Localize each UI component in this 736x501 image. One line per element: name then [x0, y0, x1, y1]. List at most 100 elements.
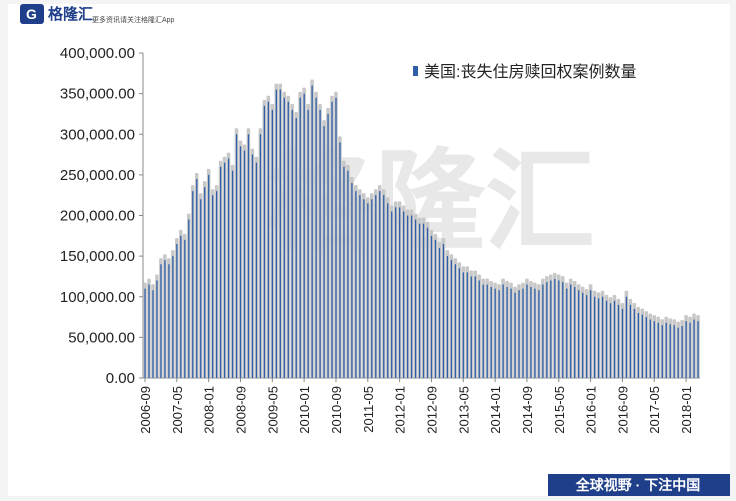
- bar: [414, 219, 417, 378]
- bar: [605, 300, 608, 378]
- bar: [216, 191, 218, 378]
- bar: [617, 304, 620, 378]
- x-tick-label: 2007-05: [170, 386, 185, 434]
- bar: [466, 272, 468, 378]
- bar: [223, 162, 226, 378]
- bar: [597, 298, 600, 378]
- x-tick-label: 2017-05: [647, 386, 662, 434]
- bar: [582, 292, 584, 378]
- bar: [283, 97, 285, 378]
- bar: [546, 282, 548, 378]
- bar: [196, 178, 198, 378]
- bar: [530, 287, 532, 378]
- y-tick-label: 50,000.00: [68, 329, 135, 346]
- bar: [395, 207, 397, 378]
- bar: [410, 215, 413, 378]
- bar: [438, 248, 441, 378]
- y-tick-label: 100,000.00: [60, 289, 135, 306]
- bar: [629, 304, 632, 378]
- bar: [311, 85, 313, 378]
- bar: [402, 211, 405, 378]
- legend-label: 美国:丧失住房赎回权案例数量: [424, 63, 636, 81]
- x-tick-label: 2008-01: [202, 386, 217, 434]
- y-tick-label: 150,000.00: [60, 248, 135, 265]
- bar: [494, 288, 496, 378]
- bar: [601, 296, 604, 378]
- bar: [430, 235, 433, 378]
- bar: [625, 296, 628, 378]
- bar: [434, 239, 437, 378]
- bar: [454, 264, 457, 378]
- bar: [176, 243, 178, 378]
- bar: [367, 203, 369, 378]
- bar: [267, 101, 270, 378]
- bar: [510, 288, 512, 378]
- bar: [351, 183, 353, 378]
- bar: [482, 284, 484, 378]
- bar: [152, 290, 154, 378]
- bar: [542, 284, 544, 378]
- bar: [450, 260, 453, 378]
- bar: [574, 287, 576, 378]
- bar: [554, 278, 556, 378]
- x-tick-label: 2006-09: [138, 386, 153, 434]
- bar: [538, 290, 540, 378]
- bar: [458, 268, 460, 378]
- bar: [514, 292, 516, 378]
- x-tick-label: 2010-09: [329, 386, 344, 434]
- bar: [295, 118, 297, 378]
- bar: [192, 191, 194, 378]
- bar: [327, 113, 329, 378]
- bar: [160, 264, 162, 378]
- y-tick-label: 200,000.00: [60, 208, 135, 225]
- bar: [188, 219, 190, 378]
- bar: [566, 288, 568, 378]
- legend-swatch: [413, 66, 418, 76]
- x-tick-label: 2011-05: [361, 386, 376, 433]
- bar: [657, 322, 659, 378]
- bar: [474, 276, 476, 378]
- bar: [219, 166, 222, 378]
- bar: [359, 195, 361, 378]
- x-tick-label: 2012-01: [393, 386, 408, 434]
- bar: [299, 97, 301, 378]
- bar: [255, 162, 258, 378]
- slogan: 更多资讯请关注格隆汇App: [92, 15, 175, 24]
- x-tick-label: 2012-09: [424, 386, 439, 434]
- logo-letter: G: [26, 6, 37, 22]
- bar: [689, 322, 691, 378]
- bar: [172, 256, 174, 378]
- x-tick-label: 2016-09: [615, 386, 630, 434]
- bar: [168, 264, 170, 378]
- x-tick-label: 2008-09: [233, 386, 248, 434]
- bar: [550, 280, 552, 378]
- bar: [526, 284, 528, 378]
- bar: [653, 321, 655, 378]
- bar: [251, 154, 254, 378]
- bar: [231, 170, 234, 378]
- bar: [502, 284, 504, 378]
- bar: [287, 101, 289, 378]
- bar: [593, 296, 596, 378]
- bar: [339, 142, 341, 378]
- bar: [235, 134, 238, 378]
- bar: [399, 207, 401, 378]
- bar: [478, 280, 480, 378]
- x-tick-label: 2015-05: [552, 386, 567, 434]
- bar: [275, 89, 277, 378]
- bar: [558, 280, 560, 378]
- bar: [247, 134, 250, 378]
- bar: [486, 284, 488, 378]
- x-tick-label: 2014-01: [488, 386, 503, 434]
- bar: [426, 227, 429, 378]
- bar: [406, 215, 409, 378]
- bar: [323, 126, 325, 378]
- bar: [164, 260, 166, 378]
- bar: [200, 199, 202, 378]
- bar: [184, 239, 186, 378]
- y-tick-label: 0.00: [106, 370, 135, 387]
- bar: [271, 109, 274, 378]
- bar: [633, 308, 636, 378]
- bar: [418, 223, 421, 378]
